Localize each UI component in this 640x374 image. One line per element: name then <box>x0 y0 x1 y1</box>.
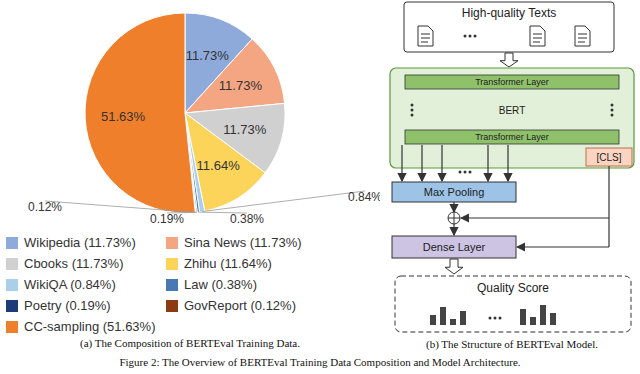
svg-text:High-quality Texts: High-quality Texts <box>462 6 557 20</box>
svg-text:0.84%: 0.84% <box>348 190 380 204</box>
svg-text:0.19%: 0.19% <box>150 212 184 226</box>
html-text:Wikipedia (11.73%): Wikipedia (11.73%) <box>24 235 136 250</box>
svg-text:Transformer Layer: Transformer Layer <box>475 77 549 87</box>
svg-text:BERT: BERT <box>499 105 526 116</box>
html-text:Poetry (0.19%): Poetry (0.19%) <box>24 298 111 313</box>
svg-text:0.12%: 0.12% <box>28 200 62 214</box>
html-text:(a) The Composition of BERTEva: (a) The Composition of BERTEval Training… <box>80 337 300 349</box>
svg-text:Max Pooling: Max Pooling <box>424 186 485 198</box>
svg-text:[CLS]: [CLS] <box>596 152 621 163</box>
html-text:GovReport (0.12%): GovReport (0.12%) <box>184 298 296 313</box>
svg-text:51.63%: 51.63% <box>101 109 146 124</box>
html-text:Sina News (11.73%): Sina News (11.73%) <box>184 235 302 250</box>
svg-text:11.73%: 11.73% <box>186 48 230 63</box>
html-text:WikiQA (0.84%): WikiQA (0.84%) <box>24 277 116 292</box>
html-text:CC-sampling (51.63%): CC-sampling (51.63%) <box>24 319 156 334</box>
svg-text:11.64%: 11.64% <box>197 158 241 173</box>
svg-text:Quality Score: Quality Score <box>477 281 549 295</box>
html-text:Zhihu (11.64%): Zhihu (11.64%) <box>184 256 272 271</box>
svg-text:11.73%: 11.73% <box>223 122 267 137</box>
svg-text:0.38%: 0.38% <box>230 212 264 226</box>
svg-text:(b) The Structure of BERTEval: (b) The Structure of BERTEval Model. <box>426 338 598 351</box>
svg-text:Figure 2: The Overview of BERT: Figure 2: The Overview of BERTEval Train… <box>119 356 520 368</box>
svg-text:Dense Layer: Dense Layer <box>423 241 486 253</box>
svg-text:11.73%: 11.73% <box>219 78 263 93</box>
html-text:Cbooks (11.73%): Cbooks (11.73%) <box>24 256 124 271</box>
html-text:Law (0.38%): Law (0.38%) <box>184 277 257 292</box>
svg-text:Transformer Layer: Transformer Layer <box>475 132 549 142</box>
